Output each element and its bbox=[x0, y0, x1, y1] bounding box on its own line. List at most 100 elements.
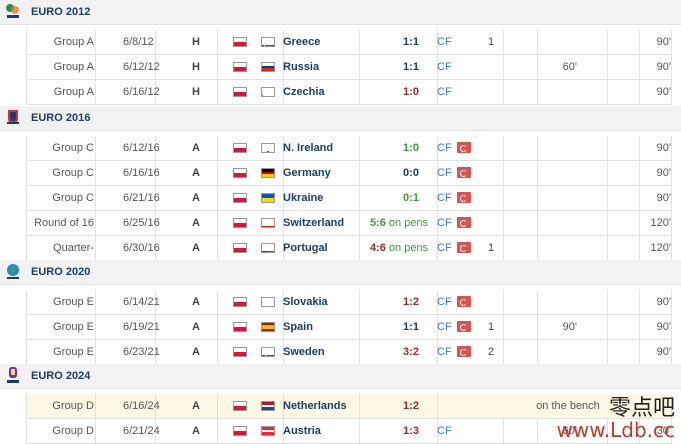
match-row[interactable]: Group C 6/16/16 A Germany 0:0 CF 90' bbox=[26, 161, 672, 186]
goals-cell bbox=[485, 136, 497, 160]
tournament-logo-icon bbox=[4, 2, 22, 20]
score-cell[interactable]: 1:0 bbox=[359, 136, 463, 160]
opponent-cell[interactable]: Austria bbox=[261, 419, 361, 443]
poland-flag-icon bbox=[227, 30, 257, 54]
score-cell[interactable]: 1:1 bbox=[359, 315, 463, 339]
match-row[interactable]: Quarter-Finals 6/30/16 A Portugal 4:6 on pen… bbox=[26, 236, 672, 278]
minutes-cell: 90' bbox=[656, 61, 671, 73]
score-value[interactable]: 1:1 bbox=[403, 321, 419, 333]
opponent-name[interactable]: Slovakia bbox=[283, 296, 328, 308]
opponent-cell[interactable]: Germany bbox=[261, 161, 361, 185]
score-cell[interactable]: 0:0 bbox=[359, 161, 463, 185]
score-cell[interactable]: 1:2 bbox=[359, 290, 463, 314]
score-cell[interactable]: 1:0 bbox=[359, 80, 463, 104]
section-header: EURO 2016 bbox=[0, 106, 681, 131]
match-row[interactable]: Group D 6/21/24 A Austria 1:3 CF 60' 30' bbox=[26, 419, 672, 444]
score-value[interactable]: 5:6 bbox=[369, 217, 386, 229]
opponent-cell[interactable]: Russia bbox=[261, 55, 361, 79]
portugal-flag-icon bbox=[261, 243, 275, 253]
poland-flag-icon bbox=[227, 211, 257, 235]
minutes-cell: 90' bbox=[656, 142, 671, 154]
date-cell: 6/16/12 bbox=[123, 86, 160, 98]
opponent-name[interactable]: Switzerland bbox=[283, 217, 345, 229]
match-row[interactable]: Group E 6/19/21 A Spain 1:1 CF 1 90' 90' bbox=[26, 315, 672, 340]
score-value[interactable]: 1:1 bbox=[403, 61, 419, 73]
slovakia-flag-icon bbox=[261, 297, 275, 307]
section-header: EURO 2020 bbox=[0, 260, 681, 285]
sweden-flag-icon bbox=[261, 347, 275, 357]
watermark-url: www.Ldb.cc bbox=[556, 418, 675, 442]
greece-flag-icon bbox=[261, 37, 275, 47]
position-cell: CF bbox=[437, 192, 452, 204]
score-value[interactable]: 1:1 bbox=[403, 36, 419, 48]
date-cell: 6/16/16 bbox=[123, 167, 160, 179]
opponent-name[interactable]: Austria bbox=[283, 425, 321, 437]
match-row[interactable]: Group A 6/8/12 H Greece 1:1 CF 1 90' bbox=[26, 30, 672, 55]
score-value[interactable]: 4:6 bbox=[369, 242, 386, 254]
score-value[interactable]: 1:3 bbox=[403, 425, 419, 437]
match-row[interactable]: Group A 6/16/12 H Czechia 1:0 CF 90' bbox=[26, 80, 672, 105]
score-value[interactable]: 0:1 bbox=[403, 192, 419, 204]
match-row[interactable]: Group E 6/14/21 A Slovakia 1:2 CF 90' bbox=[26, 290, 672, 315]
position-cell: CF bbox=[437, 217, 452, 229]
opponent-cell[interactable]: Greece bbox=[261, 30, 361, 54]
match-row[interactable]: Round of 16 6/25/16 A Switzerland 5:6 on pen… bbox=[26, 211, 672, 236]
match-row[interactable]: Group D 6/16/24 A Netherlands 1:2 on the benc… bbox=[26, 394, 672, 419]
czechia-flag-icon bbox=[261, 87, 275, 97]
stage-cell: Group E bbox=[53, 296, 94, 308]
position-cell: CF bbox=[437, 321, 452, 333]
goals-cell: 2 bbox=[487, 346, 495, 358]
austria-flag-icon bbox=[261, 426, 275, 436]
opponent-cell[interactable]: Spain bbox=[261, 315, 361, 339]
venue-cell: A bbox=[192, 242, 200, 254]
goals-cell bbox=[485, 55, 497, 79]
opponent-name[interactable]: Greece bbox=[283, 36, 321, 48]
opponent-name[interactable]: Netherlands bbox=[283, 400, 347, 412]
opponent-name[interactable]: Spain bbox=[283, 321, 313, 333]
match-row[interactable]: Group A 6/12/12 H Russia 1:1 CF 60' 90' bbox=[26, 55, 672, 80]
sub-minute-cell: 90' bbox=[562, 321, 577, 333]
score-cell[interactable]: 1:1 bbox=[359, 30, 463, 54]
russia-flag-icon bbox=[261, 62, 275, 72]
venue-cell: H bbox=[192, 86, 200, 98]
opponent-name[interactable]: N. Ireland bbox=[283, 142, 334, 154]
opponent-cell[interactable]: Ukraine bbox=[261, 186, 361, 210]
opponent-cell[interactable]: Czechia bbox=[261, 80, 361, 104]
opponent-cell[interactable]: N. Ireland bbox=[261, 136, 361, 160]
match-row[interactable]: Group C 6/12/16 A N. Ireland 1:0 CF 90' bbox=[26, 136, 672, 161]
match-row[interactable]: Group C 6/21/16 A Ukraine 0:1 CF 90' bbox=[26, 186, 672, 211]
stage-cell: Group D bbox=[52, 425, 94, 437]
score-cell[interactable]: 5:6 on pens bbox=[347, 211, 451, 235]
score-value[interactable]: 3:2 bbox=[403, 346, 419, 358]
opponent-name[interactable]: Ukraine bbox=[283, 192, 324, 204]
opponent-cell[interactable]: Portugal bbox=[261, 236, 361, 260]
opponent-name[interactable]: Germany bbox=[283, 167, 331, 179]
opponent-name[interactable]: Portugal bbox=[283, 242, 328, 254]
opponent-name[interactable]: Russia bbox=[283, 61, 320, 73]
score-value[interactable]: 1:0 bbox=[403, 86, 419, 98]
match-row[interactable]: Group E 6/23/21 A Sweden 3:2 CF 2 90' bbox=[26, 340, 672, 365]
score-value[interactable]: 1:2 bbox=[403, 296, 419, 308]
score-cell[interactable]: 0:1 bbox=[359, 186, 463, 210]
score-cell[interactable]: 3:2 bbox=[359, 340, 463, 364]
position-cell: CF bbox=[437, 167, 452, 179]
score-cell[interactable]: 1:3 bbox=[359, 419, 463, 443]
opponent-cell[interactable]: Netherlands bbox=[261, 394, 361, 418]
score-cell[interactable]: 1:2 bbox=[359, 394, 463, 418]
score-cell[interactable]: 1:1 bbox=[359, 55, 463, 79]
opponent-name[interactable]: Sweden bbox=[283, 346, 325, 358]
score-cell[interactable]: 4:6 on pens bbox=[347, 236, 451, 260]
turkey-badge-icon bbox=[457, 192, 471, 203]
position-cell: CF bbox=[437, 86, 452, 98]
score-value[interactable]: 1:2 bbox=[403, 400, 419, 412]
opponent-cell[interactable]: Slovakia bbox=[261, 290, 361, 314]
opponent-cell[interactable]: Sweden bbox=[261, 340, 361, 364]
sub-minute-cell bbox=[547, 161, 577, 185]
poland-flag-icon bbox=[227, 136, 257, 160]
opponent-cell[interactable]: Switzerland bbox=[261, 211, 361, 235]
goals-cell bbox=[485, 419, 497, 443]
score-value[interactable]: 0:0 bbox=[403, 167, 419, 179]
stage-cell: Group E bbox=[53, 346, 94, 358]
opponent-name[interactable]: Czechia bbox=[283, 86, 325, 98]
score-value[interactable]: 1:0 bbox=[403, 142, 419, 154]
